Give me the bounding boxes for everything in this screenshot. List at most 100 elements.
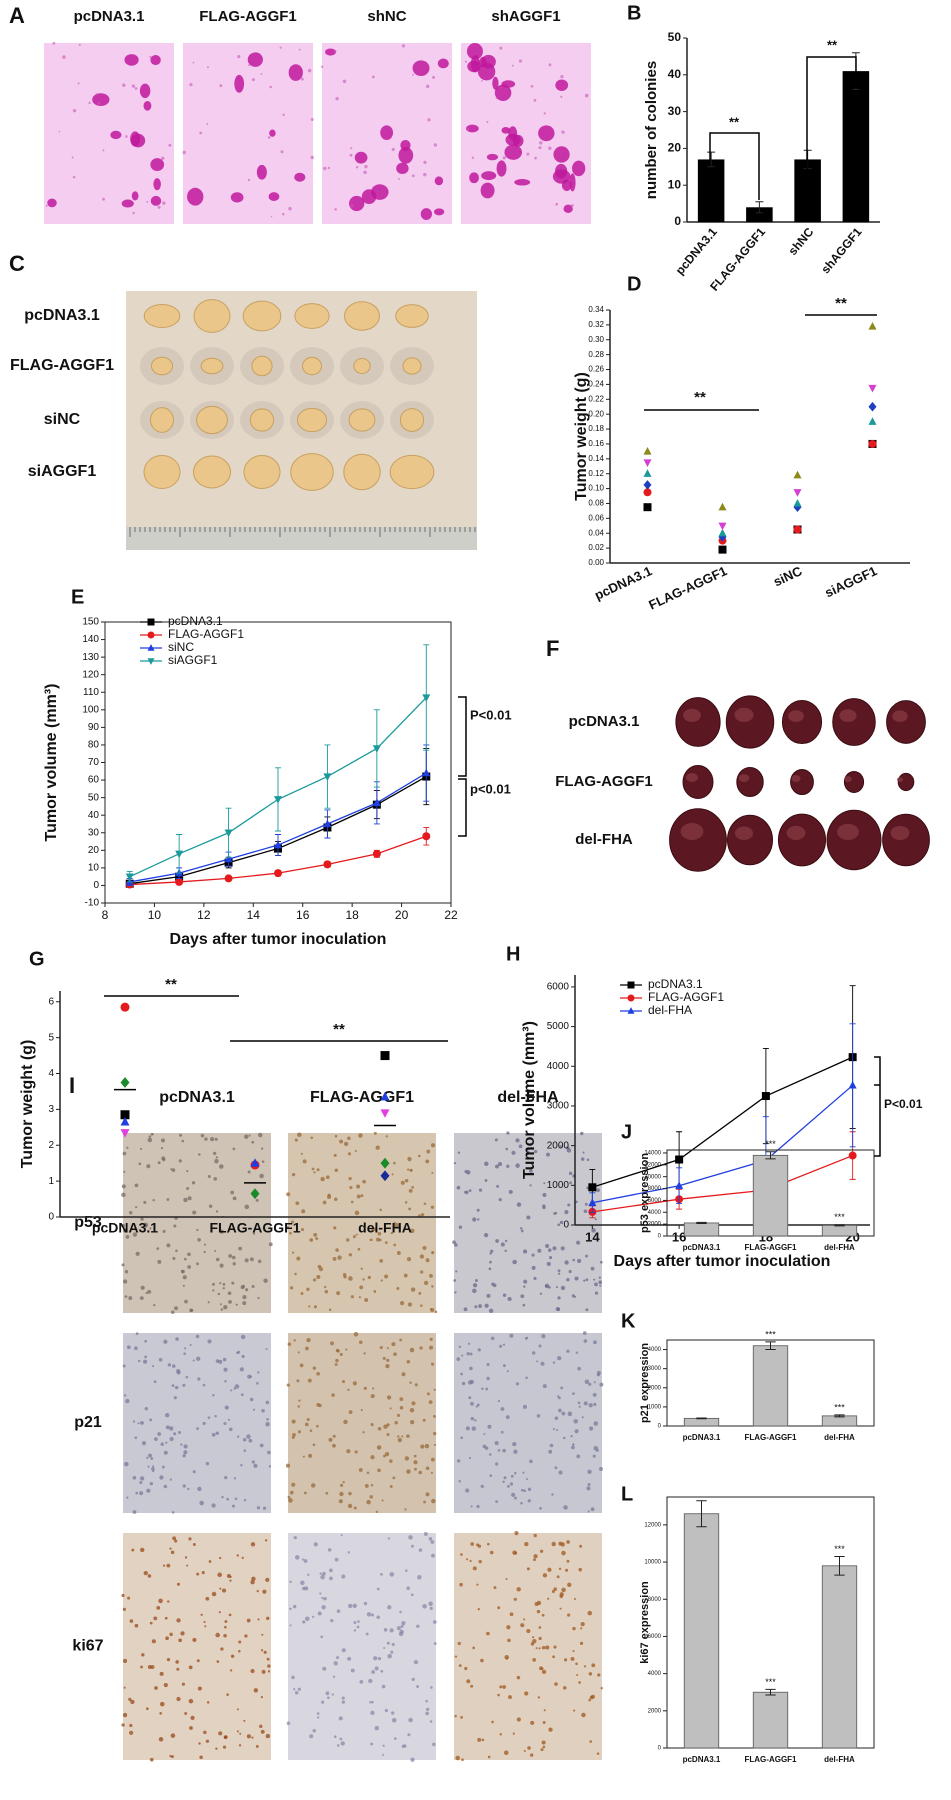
- y-tick-label: 110: [83, 687, 99, 698]
- colony: [504, 144, 523, 160]
- nucleus: [386, 1433, 390, 1437]
- bar: [697, 159, 725, 222]
- nucleus: [338, 1499, 343, 1504]
- nucleus: [291, 1675, 295, 1680]
- nucleus: [526, 1567, 530, 1571]
- speck: [364, 164, 368, 169]
- marker: [125, 873, 134, 882]
- nucleus: [464, 1190, 467, 1194]
- nucleus: [510, 1474, 514, 1478]
- nucleus: [425, 1159, 430, 1164]
- speck: [72, 108, 77, 113]
- nucleus: [332, 1675, 336, 1678]
- nucleus: [251, 1284, 255, 1289]
- marker: [380, 1170, 390, 1182]
- nucleus: [159, 1671, 164, 1676]
- nucleus: [296, 1379, 300, 1383]
- y-tick-label: 6000: [648, 1634, 662, 1640]
- nucleus: [587, 1483, 591, 1487]
- nucleus: [410, 1420, 415, 1425]
- nucleus: [140, 1147, 143, 1151]
- nucleus: [385, 1363, 390, 1369]
- nucleus: [256, 1589, 259, 1593]
- nucleus: [508, 1189, 513, 1194]
- nucleus: [349, 1185, 353, 1190]
- nucleus: [367, 1275, 371, 1280]
- nucleus: [345, 1348, 348, 1351]
- nucleus: [534, 1602, 539, 1607]
- nucleus: [205, 1461, 210, 1466]
- speck: [371, 75, 375, 79]
- nucleus: [455, 1270, 458, 1273]
- nucleus: [502, 1480, 505, 1484]
- nucleus: [505, 1147, 509, 1151]
- nucleus: [536, 1414, 541, 1418]
- nucleus: [170, 1755, 174, 1759]
- nucleus: [533, 1149, 538, 1154]
- nucleus: [474, 1305, 478, 1309]
- nucleus: [175, 1249, 178, 1253]
- marker: [627, 1007, 635, 1014]
- nucleus: [289, 1607, 292, 1611]
- nucleus: [183, 1444, 188, 1449]
- nucleus: [197, 1686, 202, 1691]
- nucleus: [497, 1606, 501, 1610]
- nucleus: [567, 1203, 571, 1207]
- marker: [250, 1188, 260, 1200]
- y-tick-label: 5: [48, 1032, 54, 1043]
- nucleus: [533, 1558, 536, 1562]
- speck: [502, 156, 507, 160]
- nucleus: [131, 1548, 135, 1552]
- nucleus: [321, 1605, 326, 1610]
- nucleus: [251, 1576, 256, 1582]
- nucleus: [558, 1470, 563, 1475]
- nucleus: [588, 1698, 591, 1702]
- nucleus: [422, 1418, 426, 1422]
- nucleus: [430, 1205, 435, 1209]
- nucleus: [537, 1696, 541, 1699]
- nucleus: [540, 1667, 544, 1670]
- nucleus: [163, 1450, 168, 1455]
- tumor: [725, 695, 775, 749]
- marker: [372, 745, 381, 753]
- nucleus: [336, 1609, 341, 1613]
- marker: [120, 1129, 130, 1138]
- nucleus: [135, 1491, 139, 1495]
- y-tick-label: 1000: [547, 1180, 570, 1191]
- nucleus: [407, 1302, 413, 1307]
- row-label: FLAG-AGGF1: [10, 357, 114, 374]
- nucleus: [350, 1668, 355, 1673]
- nucleus: [566, 1540, 570, 1544]
- significance-label: **: [694, 389, 706, 406]
- nucleus: [223, 1633, 227, 1638]
- ihc-photo: [454, 1333, 602, 1513]
- y-tick-label: 100: [82, 704, 99, 715]
- nucleus: [249, 1397, 254, 1402]
- nucleus: [247, 1374, 252, 1379]
- significance-label: ***: [765, 1677, 776, 1687]
- colony: [398, 147, 414, 164]
- nucleus: [153, 1380, 157, 1384]
- nucleus: [552, 1428, 555, 1431]
- nucleus: [202, 1383, 206, 1387]
- nucleus: [159, 1475, 164, 1480]
- nucleus: [355, 1233, 358, 1236]
- nucleus: [547, 1567, 552, 1572]
- significance-label: **: [827, 37, 838, 52]
- nucleus: [339, 1737, 343, 1741]
- nucleus: [124, 1394, 127, 1397]
- nucleus: [414, 1383, 418, 1387]
- speck: [270, 215, 273, 218]
- nucleus: [588, 1672, 593, 1676]
- nucleus: [285, 1463, 291, 1468]
- nucleus: [583, 1401, 588, 1406]
- nucleus: [513, 1597, 517, 1601]
- nucleus: [256, 1506, 261, 1510]
- nucleus: [567, 1411, 573, 1417]
- nucleus: [505, 1415, 510, 1420]
- nucleus: [286, 1192, 291, 1197]
- nucleus: [591, 1228, 596, 1233]
- colony: [514, 179, 531, 186]
- nucleus: [122, 1712, 128, 1718]
